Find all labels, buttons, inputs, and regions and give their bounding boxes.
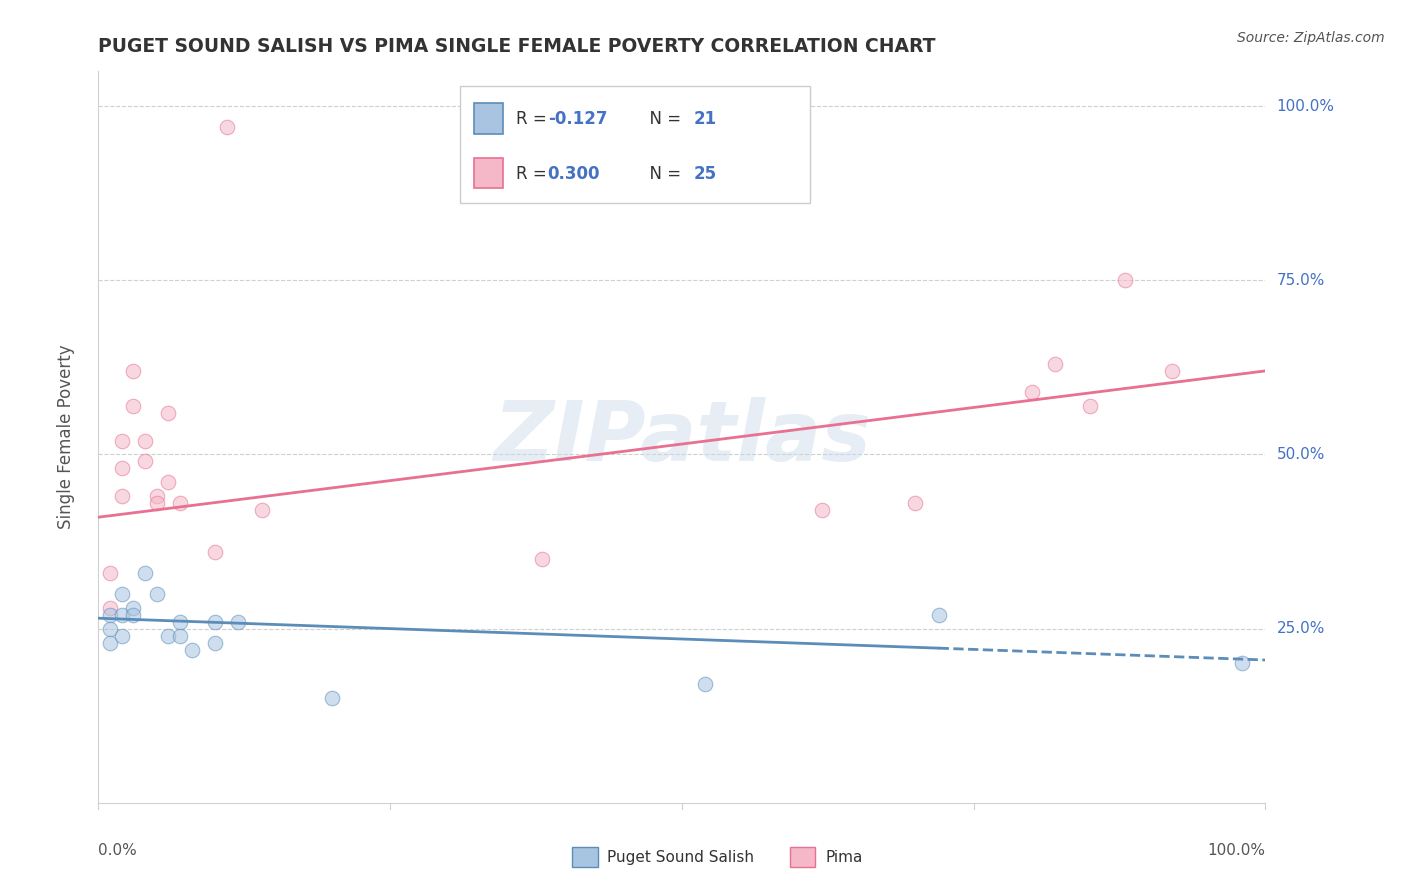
Point [111,434,134,448]
Point [169,496,191,510]
Point [928,607,950,622]
Point [904,496,927,510]
Point [321,691,343,706]
Point [1161,364,1184,378]
Text: 25: 25 [693,165,717,183]
Text: R =: R = [516,110,553,128]
Text: 0.300: 0.300 [548,165,600,183]
Point [111,489,134,503]
FancyBboxPatch shape [474,158,503,188]
Point [1021,384,1043,399]
Point [98,622,121,636]
Text: Puget Sound Salish: Puget Sound Salish [607,850,755,864]
Point [228,615,250,629]
Point [111,607,134,622]
Text: PUGET SOUND SALISH VS PIMA SINGLE FEMALE POVERTY CORRELATION CHART: PUGET SOUND SALISH VS PIMA SINGLE FEMALE… [98,37,936,56]
FancyBboxPatch shape [460,86,810,203]
Point [157,475,180,490]
Point [134,566,156,580]
Point [122,364,145,378]
Point [98,600,121,615]
Point [695,677,717,691]
Text: 21: 21 [693,110,717,128]
Text: N =: N = [638,165,686,183]
Point [134,454,156,468]
Point [146,489,169,503]
Point [1080,399,1102,413]
Point [111,461,134,475]
Point [1230,657,1253,671]
Point [169,615,191,629]
Point [98,635,121,649]
Point [122,600,145,615]
Text: 25.0%: 25.0% [1277,621,1324,636]
Point [811,503,834,517]
Point [111,587,134,601]
Point [157,629,180,643]
Point [111,629,134,643]
Text: 0.0%: 0.0% [98,843,138,858]
Point [204,615,226,629]
Text: 50.0%: 50.0% [1277,447,1324,462]
Point [530,552,553,566]
Text: 100.0%: 100.0% [1277,99,1334,113]
Text: Pima: Pima [825,850,863,864]
Point [204,635,226,649]
Text: ZIPatlas: ZIPatlas [494,397,870,477]
Point [1114,273,1136,287]
Point [169,629,191,643]
Text: Source: ZipAtlas.com: Source: ZipAtlas.com [1237,31,1385,45]
FancyBboxPatch shape [474,103,503,134]
Point [122,607,145,622]
Text: 100.0%: 100.0% [1208,843,1265,858]
Text: R =: R = [516,165,553,183]
Point [134,434,156,448]
Point [157,406,180,420]
Point [1045,357,1067,371]
Point [204,545,226,559]
Point [98,607,121,622]
Point [180,642,202,657]
Text: -0.127: -0.127 [548,110,607,128]
Text: N =: N = [638,110,686,128]
Point [122,399,145,413]
Point [146,587,169,601]
Point [98,566,121,580]
Text: 75.0%: 75.0% [1277,273,1324,288]
Point [146,496,169,510]
Y-axis label: Single Female Poverty: Single Female Poverty [56,345,75,529]
Point [250,503,273,517]
Point [215,120,238,134]
